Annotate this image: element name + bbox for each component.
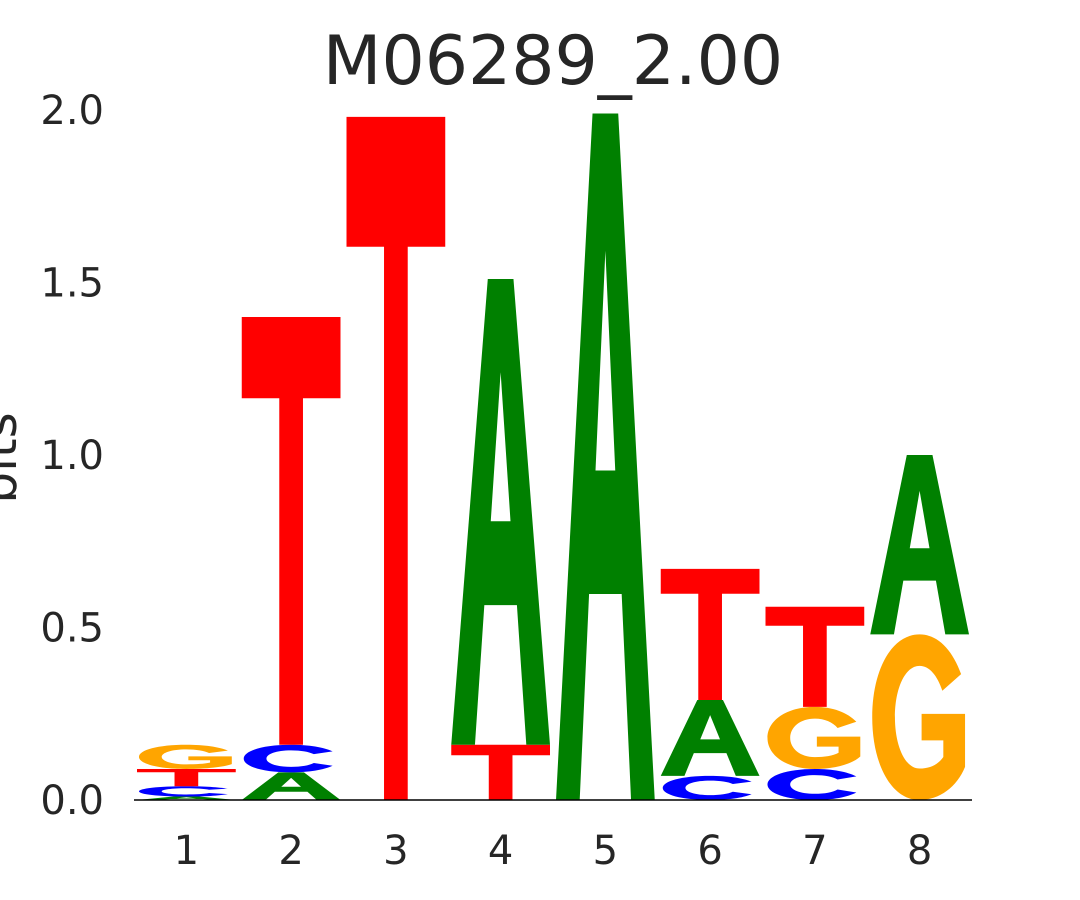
y-axis-label: bits [0, 412, 28, 503]
letter-t [765, 606, 865, 707]
letter-t [346, 116, 446, 800]
x-tick-label: 4 [488, 828, 513, 874]
letter-t [660, 568, 760, 700]
y-tick-label: 1.5 [40, 261, 104, 307]
chart-title: M06289_2.00 [323, 22, 783, 101]
y-tick-label: 2.0 [40, 88, 104, 134]
letter-a [870, 455, 969, 635]
letter-c [767, 768, 857, 800]
letter-a [556, 113, 655, 800]
x-tick-label: 5 [593, 828, 618, 874]
stack-position-6 [660, 568, 760, 800]
y-tick-label: 0.0 [40, 778, 104, 824]
x-tick-label: 2 [278, 828, 303, 874]
letter-a [137, 796, 236, 800]
letter-g [872, 634, 966, 800]
x-tick-label: 1 [174, 828, 199, 874]
letter-stacks [137, 113, 969, 800]
x-tick-label: 7 [802, 828, 827, 874]
letter-c [662, 775, 752, 800]
letter-a [241, 772, 341, 800]
stack-position-7 [765, 606, 865, 800]
stack-position-5 [556, 113, 655, 800]
x-tick-label: 6 [697, 828, 722, 874]
y-tick-label: 1.0 [40, 433, 104, 479]
letter-g [138, 744, 232, 769]
letter-t [451, 744, 550, 800]
letter-c [243, 744, 333, 773]
x-tick-label: 8 [907, 828, 932, 874]
letter-a [660, 699, 760, 776]
stack-position-3 [346, 116, 446, 800]
stack-position-4 [451, 279, 550, 800]
letter-g [767, 706, 861, 769]
y-axis: 0.0 0.5 1.0 1.5 2.0 [40, 88, 104, 824]
stack-position-2 [241, 317, 341, 800]
letter-t [241, 317, 341, 745]
letter-t [137, 768, 236, 787]
stack-position-1 [137, 744, 236, 800]
x-tick-label: 3 [383, 828, 408, 874]
y-tick-label: 0.5 [40, 606, 104, 652]
letter-c [138, 786, 228, 797]
stack-position-8 [870, 455, 969, 800]
x-axis: 1 2 3 4 5 6 7 8 [174, 828, 933, 874]
letter-a [451, 279, 550, 745]
